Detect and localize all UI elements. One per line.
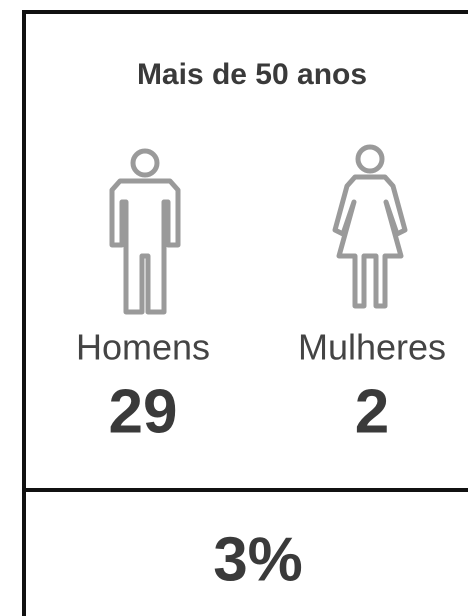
man-icon [109,148,181,315]
man-head [130,148,160,178]
man-body [109,178,181,315]
group-value: 2 [355,377,389,446]
title: Mais de 50 anos [137,58,367,91]
woman-icon [332,144,408,309]
group-label: Homens [76,327,210,368]
frame [22,10,468,616]
woman-head [355,144,385,174]
share-value: 3% [213,525,303,594]
group-value: 29 [109,377,178,446]
group-label: Mulheres [298,327,446,368]
woman-body [332,174,408,309]
